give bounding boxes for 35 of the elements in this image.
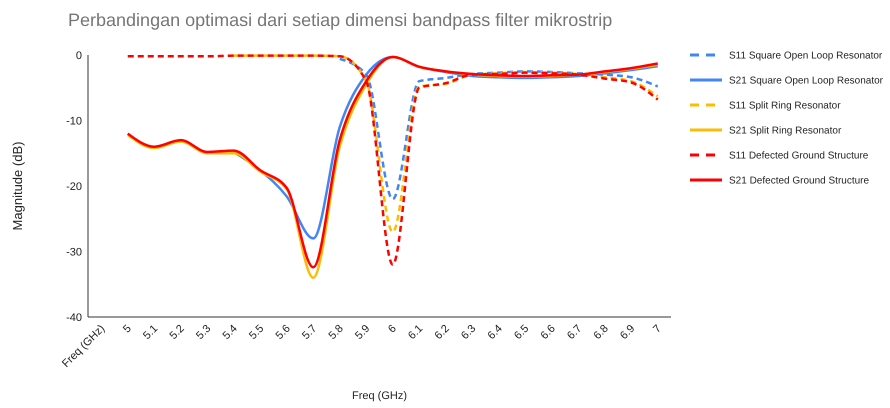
x-tick-label: 5.8	[326, 322, 346, 342]
x-tick-label: 5.3	[194, 322, 214, 342]
legend-label: S21 Defected Ground Structure	[729, 176, 870, 186]
x-tick-label: 6	[386, 322, 399, 336]
legend-label: S21 Split Ring Resonator	[729, 126, 842, 136]
chart-title: Perbandingan optimasi dari setiap dimensi bandpass filter mikrostrip	[68, 10, 612, 30]
y-axis-title: Magnitude (dB)	[10, 142, 25, 230]
x-tick-label: 6.4	[486, 322, 505, 342]
x-tick-label: 7	[651, 322, 664, 336]
x-tick-label: 6.6	[538, 322, 558, 342]
x-tick-label: 5	[121, 322, 134, 336]
x-tick-label: 6.3	[459, 322, 478, 342]
x-tick-label: 6.7	[565, 322, 584, 342]
y-tick-label: -40	[66, 312, 82, 324]
y-tick-label: -20	[66, 180, 82, 193]
x-tick-label: 6.9	[618, 322, 638, 342]
x-tick-label: 5.1	[141, 322, 160, 342]
x-tick-label: 5.7	[300, 322, 320, 342]
y-tick-label: -30	[66, 246, 82, 258]
x-tick-label: 6.5	[512, 322, 532, 342]
y-tick-label: 0	[76, 50, 82, 62]
x-tick-label: 5.5	[247, 322, 266, 342]
x-axis-title: Freq (GHz)	[352, 390, 407, 402]
x-tick-label: 5.9	[353, 322, 372, 342]
x-tick-label: 5.6	[274, 322, 293, 342]
x-tick-label: 6.2	[432, 322, 452, 342]
x-tick-label: 5.4	[220, 322, 240, 342]
legend-label: S21 Square Open Loop Resonator	[729, 76, 884, 86]
legend-label: S11 Defected Ground Structure	[729, 150, 869, 162]
y-tick-label: -10	[66, 115, 82, 128]
legend-label: S11 Square Open Loop Resonator	[729, 50, 883, 62]
legend-label: S11 Split Ring Resonator	[729, 100, 842, 112]
x-tick-label: 6.1	[406, 322, 426, 342]
x-tick-label: 5.2	[168, 322, 187, 342]
x-tick-label: 6.8	[592, 322, 611, 342]
